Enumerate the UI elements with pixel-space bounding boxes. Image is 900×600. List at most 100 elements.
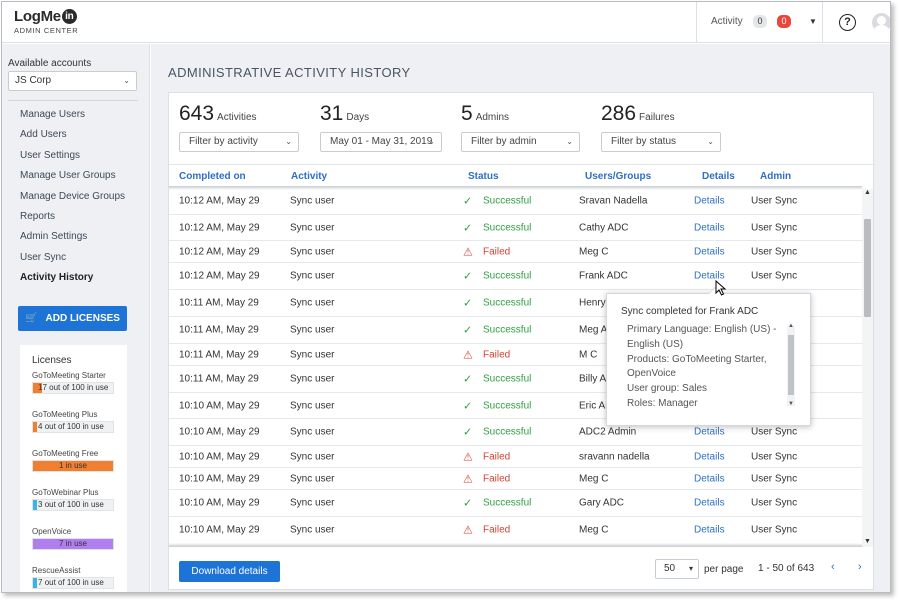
scroll-up-icon[interactable]: ▲ [788, 323, 794, 329]
scroll-down-icon[interactable]: ▼ [864, 538, 871, 545]
user-cell: sravann nadella [579, 451, 650, 462]
filter-days-select[interactable]: May 01 - May 31, 2019 ⌄ [320, 132, 442, 152]
sidebar-item-admin-settings[interactable]: Admin Settings [20, 231, 88, 243]
help-icon[interactable]: ? [839, 14, 856, 31]
caret-down-icon: ▾ [688, 564, 693, 573]
license-usage: out of 100 in use [44, 500, 104, 509]
column-header-users-groups[interactable]: Users/Groups [585, 171, 652, 182]
completed-on-cell: 10:10 AM, May 29 [179, 400, 260, 411]
activity-cell: Sync user [290, 473, 335, 484]
table-row[interactable]: 10:10 AM, May 29 Sync user ✓ Successful ADC2… [169, 419, 862, 446]
tooltip-scrollbar-thumb[interactable] [788, 335, 794, 395]
accounts-label: Available accounts [8, 58, 92, 69]
table-row[interactable]: 10:10 AM, May 29 Sync user ✓ Successful Eric… [169, 393, 862, 419]
table-row[interactable]: 10:10 AM, May 29 Sync user ⚠ Failed sravann … [169, 446, 862, 468]
table-row[interactable]: 10:12 AM, May 29 Sync user ✓ Successful Srav… [169, 189, 862, 215]
sidebar-item-user-sync[interactable]: User Sync [20, 251, 67, 263]
account-select[interactable]: JS Corp ⌄ [8, 71, 137, 91]
user-cell: Gary ADC [579, 497, 625, 509]
license-usage-text: 17 out of 100 in use [33, 383, 113, 393]
filter-admins-select[interactable]: Filter by admin ⌄ [461, 132, 580, 152]
completed-on-cell: 10:10 AM, May 29 [179, 497, 260, 509]
sidebar-item-activity-history[interactable]: Activity History [20, 272, 94, 284]
filter-activities-select[interactable]: Filter by activity ⌄ [179, 132, 299, 152]
sidebar-item-user-settings[interactable]: User Settings [20, 149, 81, 161]
table-row[interactable]: 10:11 AM, May 29 Sync user ✓ Successful Henr… [169, 290, 862, 317]
divider [8, 100, 138, 101]
admin-cell: User Sync [751, 524, 798, 536]
top-bar: LogMe in ADMIN CENTER Activity 0 0 ▼ ? [2, 2, 890, 43]
table-row[interactable]: 10:12 AM, May 29 Sync user ⚠ Failed Meg C Det… [169, 241, 862, 263]
stat-label: Activities [217, 112, 257, 123]
tooltip-line: Products: GoToMeeting Starter, OpenVoice [627, 353, 767, 380]
add-licenses-button[interactable]: 🛒 ADD LICENSES [18, 306, 127, 331]
details-link[interactable]: Details [694, 222, 725, 233]
license-usage-bar: 4 out of 100 in use [32, 421, 114, 433]
user-cell: Cathy ADC [579, 222, 629, 233]
sidebar-item-add-users[interactable]: Add Users [20, 129, 67, 141]
completed-on-cell: 10:10 AM, May 29 [179, 524, 260, 536]
per-page-select[interactable]: 50 ▾ [655, 559, 699, 579]
license-usage-bar: 17 out of 100 in use [32, 382, 114, 394]
column-header-completed-on[interactable]: Completed on [179, 171, 246, 182]
sidebar-item-manage-users[interactable]: Manage Users [20, 109, 86, 120]
details-link[interactable]: Details [694, 473, 725, 484]
check-icon: ✓ [463, 497, 473, 510]
details-link[interactable]: Details [694, 451, 725, 462]
stat-failures: 286 Failures [601, 102, 675, 126]
table-row[interactable]: 10:11 AM, May 29 Sync user ✓ Successful Bill… [169, 366, 862, 393]
details-link[interactable]: Details [694, 246, 725, 257]
download-details-button[interactable]: Download details [179, 561, 280, 582]
table-header: Completed on Activity Status Users/Groups De… [169, 164, 875, 188]
avatar[interactable] [872, 13, 890, 32]
table-row[interactable]: 10:12 AM, May 29 Sync user ✓ Successful Cath… [169, 215, 862, 241]
completed-on-cell: 10:10 AM, May 29 [179, 426, 260, 438]
page-title: ADMINISTRATIVE ACTIVITY HISTORY [168, 65, 411, 80]
completed-on-cell: 10:10 AM, May 29 [179, 473, 260, 484]
check-icon: ✓ [463, 270, 473, 283]
sidebar-item-manage-device-groups[interactable]: Manage Device Groups [20, 190, 126, 202]
scroll-down-icon[interactable]: ▼ [788, 401, 794, 407]
details-link[interactable]: Details [694, 497, 725, 509]
logmein-logo[interactable]: LogMe in ADMIN CENTER [14, 8, 78, 35]
details-link[interactable]: Details [694, 524, 725, 536]
license-name: GoToMeeting Free [32, 449, 99, 458]
table-scrollbar[interactable]: ▲ ▼ [862, 189, 873, 547]
table-row[interactable]: 10:10 AM, May 29 Sync user ⚠ Failed Meg C Det… [169, 468, 862, 490]
sidebar-item-reports[interactable]: Reports [20, 210, 56, 222]
license-usage-text: 4 out of 100 in use [33, 422, 113, 432]
logo-brand: LogMe in [14, 8, 78, 25]
next-page-icon[interactable]: › [858, 561, 862, 573]
prev-page-icon[interactable]: ‹ [831, 561, 835, 573]
license-name: GoToMeeting Starter [32, 371, 106, 380]
check-icon: ✓ [463, 297, 473, 310]
column-header-status[interactable]: Status [468, 171, 499, 182]
status-cell: Successful [483, 222, 532, 233]
license-count: 7 [58, 539, 64, 548]
column-header-activity[interactable]: Activity [291, 171, 328, 182]
stat-value: 31 [320, 102, 344, 125]
sidebar-item-manage-user-groups[interactable]: Manage User Groups [20, 170, 116, 182]
table-row[interactable]: 10:12 AM, May 29 Sync user ✓ Successful Fran… [169, 263, 862, 290]
caret-down-icon[interactable]: ▼ [809, 17, 817, 26]
license-usage-fill [33, 383, 42, 393]
tooltip-line: User group: Sales [627, 383, 708, 395]
scrollbar-thumb[interactable] [864, 219, 871, 317]
tooltip-scrollbar[interactable]: ▲ ▼ [787, 323, 795, 407]
scroll-up-icon[interactable]: ▲ [864, 189, 871, 196]
check-icon: ✓ [463, 324, 473, 337]
column-header-details[interactable]: Details [702, 171, 735, 182]
license-usage-fill [33, 578, 37, 588]
table-row[interactable]: 10:10 AM, May 29 Sync user ⚠ Failed Meg C Det… [169, 517, 862, 544]
activity-menu[interactable]: Activity 0 0 ▼ [696, 2, 823, 43]
filter-failures-select[interactable]: Filter by status ⌄ [601, 132, 721, 152]
table-row[interactable]: 10:11 AM, May 29 Sync user ⚠ Failed M C [169, 344, 862, 366]
user-cell: Sravan Nadella [579, 195, 648, 207]
details-link[interactable]: Details [694, 270, 725, 282]
details-link[interactable]: Details [694, 195, 725, 207]
table-row[interactable]: 10:10 AM, May 29 Sync user ✓ Successful Gary… [169, 490, 862, 517]
status-cell: Successful [483, 195, 532, 207]
details-link[interactable]: Details [694, 426, 725, 438]
column-header-admin[interactable]: Admin [760, 171, 792, 182]
table-row[interactable]: 10:11 AM, May 29 Sync user ✓ Successful Meg … [169, 317, 862, 344]
